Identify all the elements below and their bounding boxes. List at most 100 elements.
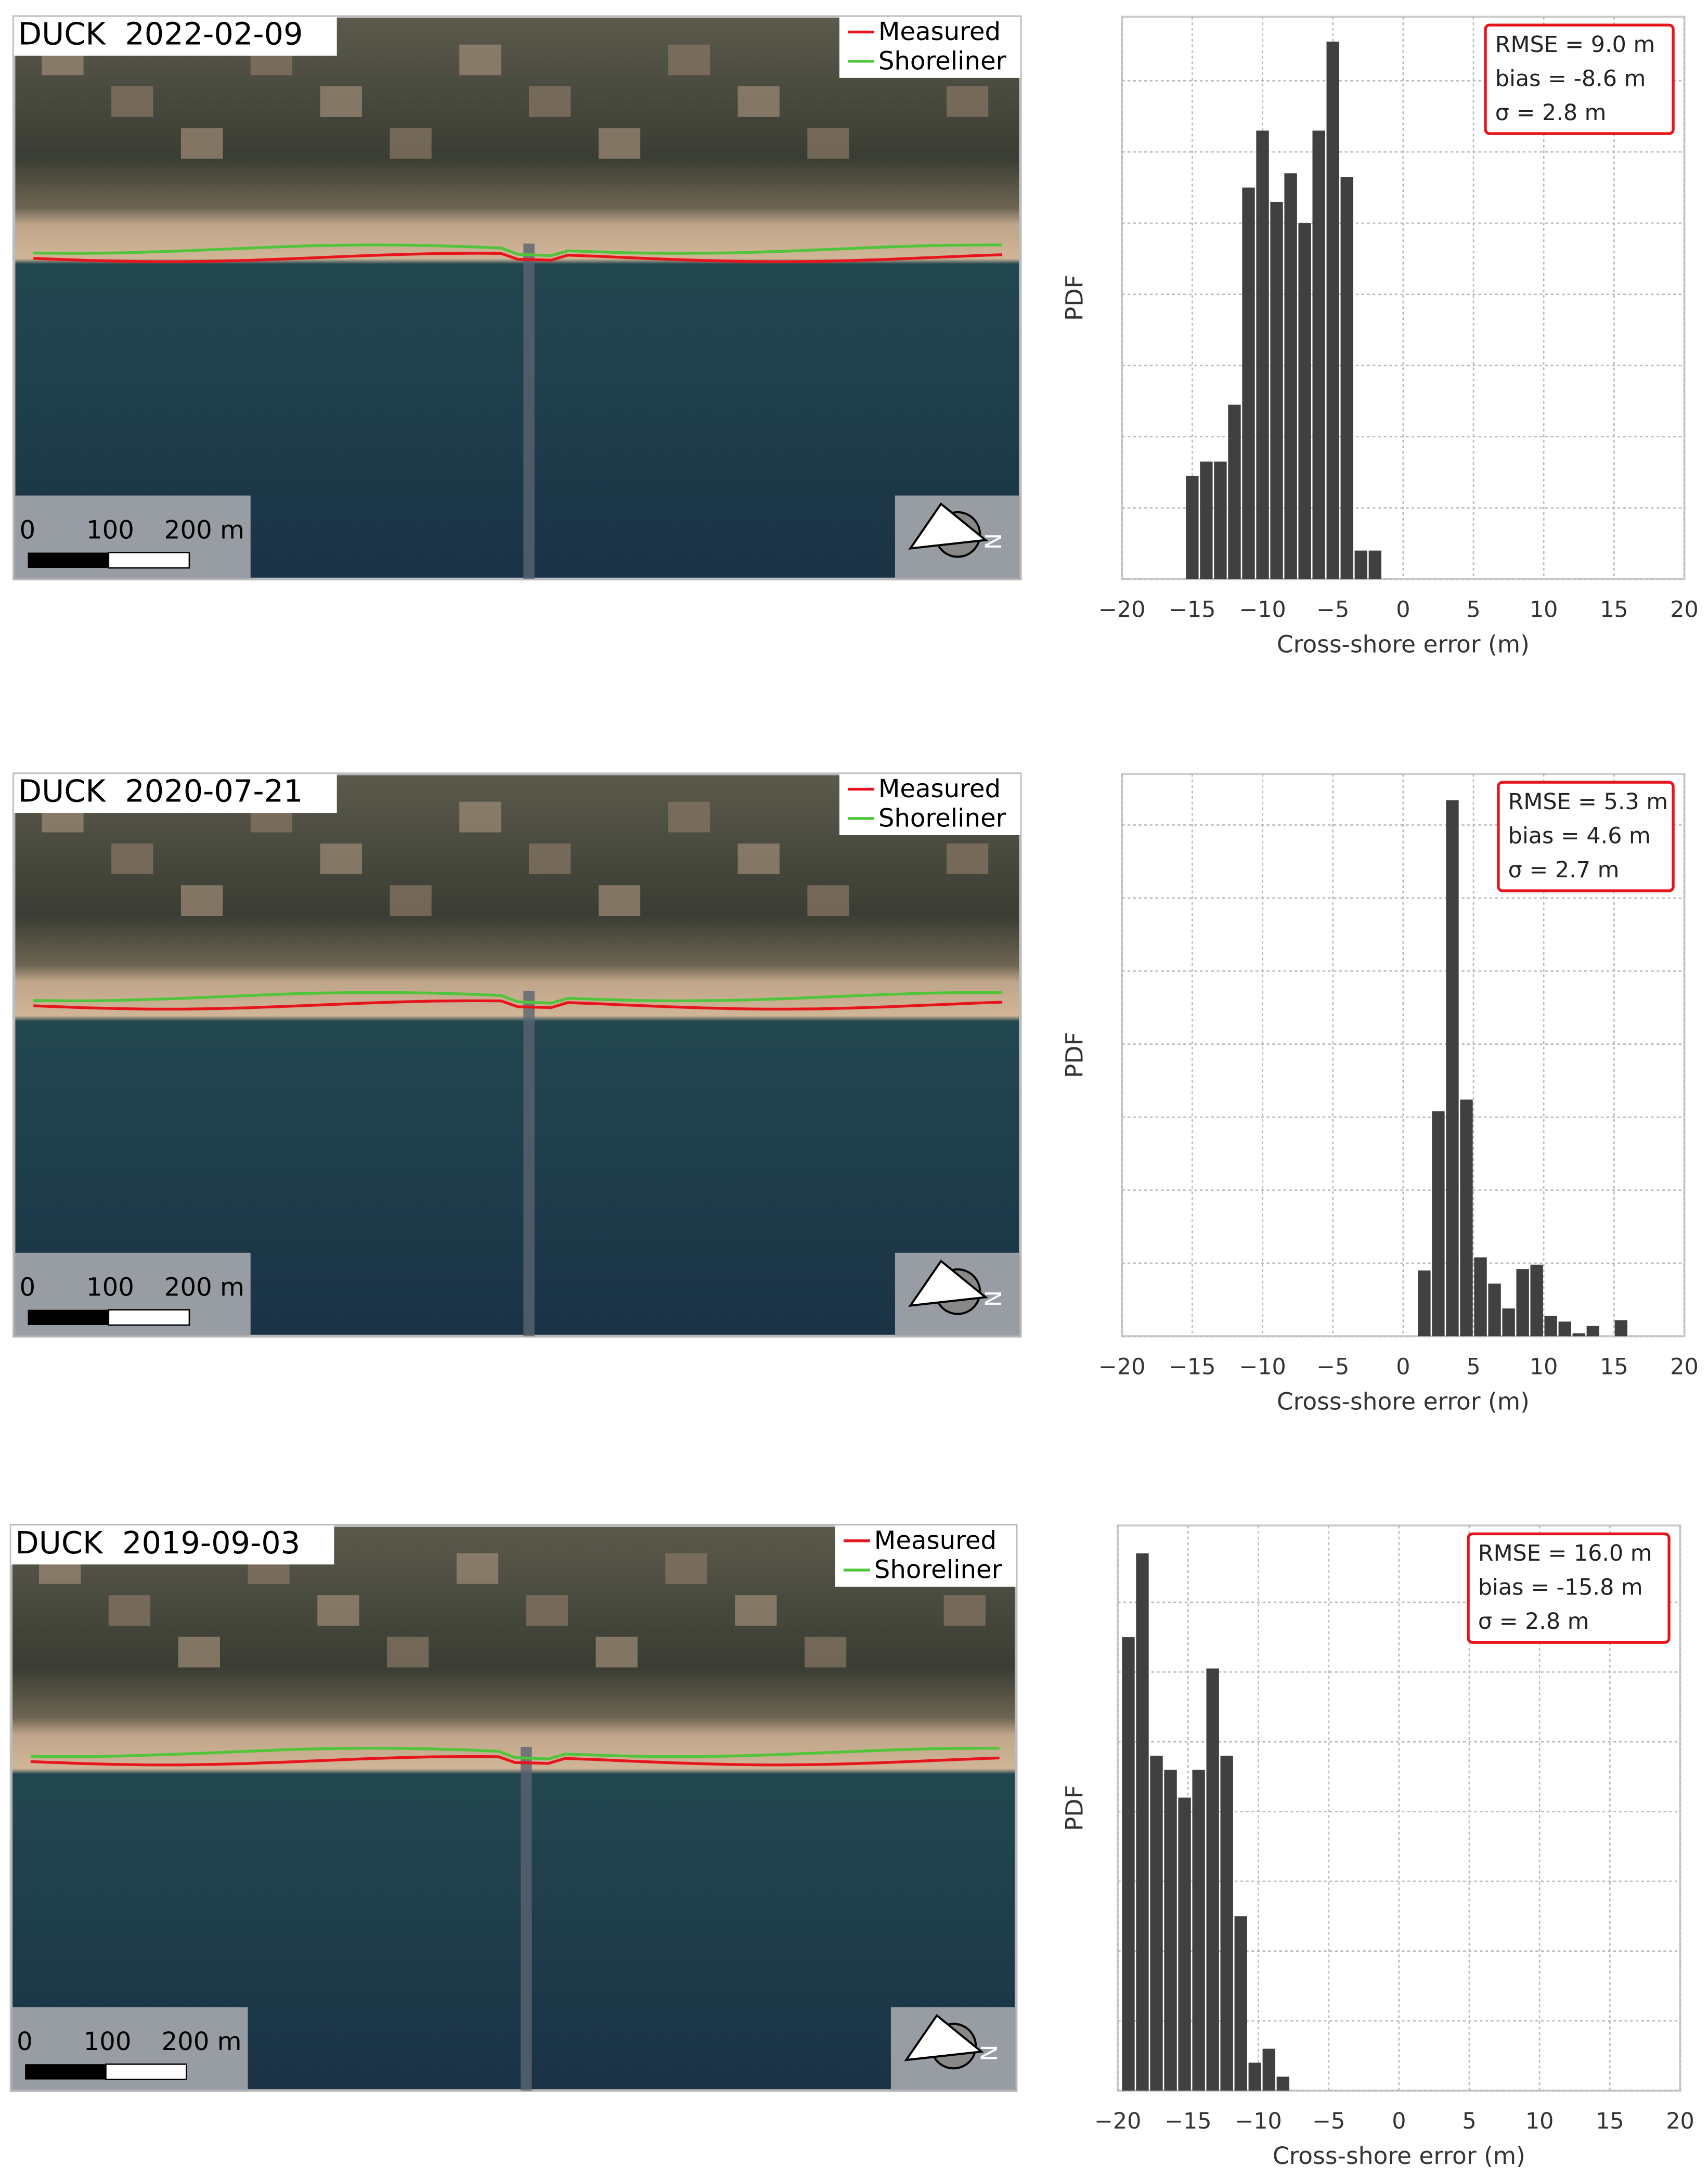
scale-bar-white — [108, 552, 190, 569]
map-title: DUCK 2022-02-09 — [18, 16, 303, 52]
stats-text: bias = -15.8 m — [1478, 1575, 1643, 1601]
x-tick-label: −10 — [1239, 1354, 1286, 1380]
x-tick-label: −15 — [1169, 1354, 1215, 1380]
legend-box — [835, 1525, 1016, 1587]
map-image — [12, 772, 1022, 1338]
bar — [1326, 42, 1339, 579]
scale-label: 100 — [86, 515, 134, 544]
stats-text: σ = 2.8 m — [1495, 100, 1607, 126]
legend-label: Measured — [878, 774, 1001, 803]
house — [178, 1637, 220, 1668]
house — [387, 1637, 429, 1668]
stats-text: bias = 4.6 m — [1508, 823, 1651, 849]
title-box — [11, 1525, 334, 1565]
house — [180, 128, 223, 159]
scale-label: 200 m — [164, 1273, 244, 1302]
bar — [1530, 1264, 1543, 1337]
scale-label: 0 — [17, 2027, 33, 2056]
x-tick-label: −15 — [1169, 596, 1215, 622]
bar — [1214, 461, 1227, 579]
shoreline — [33, 243, 1003, 257]
x-tick-label: −10 — [1235, 2108, 1282, 2134]
bar — [1228, 405, 1241, 579]
scale-label: 0 — [19, 515, 35, 544]
bar — [1242, 187, 1255, 579]
compass-needle — [908, 502, 988, 550]
shoreline — [33, 991, 1003, 1005]
house — [390, 885, 432, 916]
bar — [1234, 1916, 1247, 2091]
stats-text: σ = 2.8 m — [1478, 1609, 1589, 1635]
house — [108, 1595, 151, 1626]
bar — [1248, 2063, 1261, 2091]
house — [320, 843, 362, 874]
house — [526, 1595, 568, 1626]
bar — [1178, 1797, 1191, 2091]
x-tick-label: −20 — [1098, 596, 1145, 622]
bar — [1312, 131, 1325, 579]
map-image — [9, 1524, 1018, 2092]
house — [598, 885, 641, 916]
scale-label: 200 m — [161, 2027, 241, 2056]
compass-needle — [904, 2014, 984, 2061]
x-tick-label: −5 — [1312, 2108, 1345, 2134]
bar — [1432, 1111, 1445, 1337]
shoreline — [30, 1746, 1000, 1760]
stats-box — [1467, 1532, 1671, 1644]
house — [807, 128, 849, 159]
x-axis-label: Cross-shore error (m) — [1277, 1387, 1530, 1415]
house — [668, 801, 710, 833]
x-tick-label: 15 — [1600, 596, 1628, 622]
house — [804, 1637, 847, 1668]
bar — [1220, 1756, 1233, 2091]
house — [456, 1553, 499, 1584]
bar — [1558, 1321, 1571, 1337]
house — [111, 843, 153, 874]
scale-label: 100 — [86, 1273, 134, 1302]
bar — [1298, 223, 1311, 579]
bar — [1516, 1269, 1529, 1337]
compass-label: N — [981, 1290, 1007, 1307]
pier — [520, 1746, 532, 2091]
map-image — [12, 15, 1022, 581]
x-tick-label: 20 — [1670, 1354, 1698, 1380]
house — [459, 801, 501, 833]
bar — [1460, 1099, 1473, 1337]
bar — [1446, 800, 1459, 1337]
bar — [1502, 1308, 1515, 1337]
x-axis-label: Cross-shore error (m) — [1273, 2142, 1525, 2170]
scale-label: 100 — [84, 2027, 132, 2056]
bar — [1544, 1316, 1557, 1337]
x-tick-label: 5 — [1466, 1354, 1480, 1380]
x-tick-label: −20 — [1098, 1354, 1145, 1380]
house — [807, 885, 849, 916]
legend-label: Measured — [878, 17, 1001, 46]
stats-text: RMSE = 9.0 m — [1495, 32, 1655, 58]
stats-text: bias = -8.6 m — [1495, 66, 1646, 92]
bar — [1256, 131, 1269, 579]
bar — [1164, 1769, 1177, 2091]
house — [180, 885, 223, 916]
legend-label: Measured — [874, 1526, 997, 1555]
x-tick-label: 10 — [1530, 1354, 1558, 1380]
map-title: DUCK 2019-09-03 — [15, 1525, 300, 1561]
scale-bar-black — [25, 2064, 106, 2080]
bar — [1488, 1283, 1501, 1337]
house — [317, 1595, 359, 1626]
compass-label: N — [977, 2045, 1003, 2061]
house — [665, 1553, 707, 1584]
x-tick-label: 20 — [1670, 596, 1698, 622]
bar — [1186, 475, 1199, 579]
bar — [1206, 1668, 1219, 2091]
x-tick-label: −5 — [1316, 596, 1349, 622]
x-axis-label: Cross-shore error (m) — [1277, 630, 1530, 658]
bar — [1122, 1637, 1135, 2091]
x-tick-label: 10 — [1530, 596, 1558, 622]
house — [946, 86, 989, 117]
bar — [1136, 1553, 1149, 2091]
house — [737, 86, 780, 117]
bar — [1150, 1756, 1163, 2091]
y-axis-label: PDF — [1060, 1785, 1088, 1831]
